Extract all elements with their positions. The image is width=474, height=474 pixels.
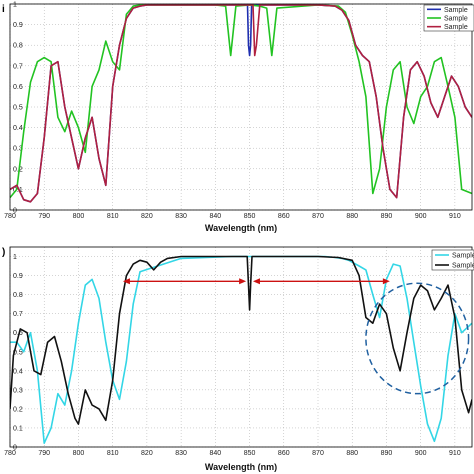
y-tick-label: 0.7: [13, 311, 23, 318]
x-tick-label: 860: [278, 213, 290, 220]
series-group: [10, 255, 472, 445]
x-tick-label: 910: [449, 450, 461, 457]
y-tick-label: 0.6: [13, 84, 23, 91]
x-tick-label: 840: [209, 213, 221, 220]
y-tick-label: 1: [13, 2, 17, 9]
legend-label: Sample: [444, 16, 468, 23]
x-tick-label: 850: [244, 450, 256, 457]
y-tick-label: 0.2: [13, 406, 23, 413]
axes-frame: [9, 3, 473, 211]
y-tick-label: 0.4: [13, 368, 23, 375]
legend-label: Sample: [444, 7, 468, 14]
y-tick-label: 0.9: [13, 22, 23, 29]
x-axis-label: Wavelength (nm): [205, 223, 277, 233]
x-tick-label: 900: [415, 213, 427, 220]
y-tick-label: 0.8: [13, 292, 23, 299]
axes-frame: [9, 246, 473, 448]
x-tick-label: 820: [141, 213, 153, 220]
y-tick-label: 0.1: [13, 425, 23, 432]
x-tick-label: 870: [312, 450, 324, 457]
x-tick-label: 880: [346, 450, 358, 457]
y-tick-label: 0.6: [13, 330, 23, 337]
series-group: [10, 4, 472, 203]
x-tick-label: 790: [38, 450, 50, 457]
x-tick-label: 830: [175, 450, 187, 457]
series-line-3: [10, 4, 472, 203]
x-tick-label: 780: [4, 450, 16, 457]
legend-label: Sample: [452, 253, 474, 260]
top-panel: 780 790 800 810 820 830 840 850 860 870 880 890 900 9…: [4, 2, 474, 233]
y-tick-label: 0: [13, 208, 17, 215]
x-tick-label: 880: [346, 213, 358, 220]
y-tick-label: 0.3: [13, 146, 23, 153]
x-tick-label: 800: [73, 450, 85, 457]
panel-b-label: ): [2, 247, 5, 258]
y-tick-label: 0.9: [13, 273, 23, 280]
y-tick-label: 0.2: [13, 166, 23, 173]
bottom-panel: 780 790 800 810 820 830 840 850 860 870 880 890 900 9…: [4, 246, 474, 472]
legend: Sample Sample: [431, 249, 474, 271]
x-tick-label: 910: [449, 213, 461, 220]
x-tick-label: 860: [278, 450, 290, 457]
x-axis-label: Wavelength (nm): [205, 462, 277, 472]
y-tick-label: 0.8: [13, 43, 23, 50]
x-tick-label: 790: [38, 213, 50, 220]
x-tick-label: 890: [381, 450, 393, 457]
x-tick-label: 850: [244, 213, 256, 220]
arrow-head-left: [252, 278, 260, 285]
x-tick-label: 780: [4, 213, 16, 220]
arrow-head-right: [382, 278, 390, 285]
x-tick-label: 900: [415, 450, 427, 457]
x-tick-label: 830: [175, 213, 187, 220]
y-tick-label: 0.5: [13, 349, 23, 356]
x-tick-label: 810: [107, 213, 119, 220]
highlight-ellipse: [365, 282, 470, 395]
y-tick-label: 0: [13, 445, 17, 452]
x-tick-label: 800: [73, 213, 85, 220]
x-tick-label: 840: [209, 450, 221, 457]
y-tick-label: 0.5: [13, 105, 23, 112]
series-line-2: [10, 255, 472, 425]
panel-a-label: i: [2, 4, 5, 15]
legend-label: Sample: [452, 263, 474, 270]
arrow-head-left: [122, 278, 130, 285]
y-tick-label: 0.4: [13, 125, 23, 132]
y-tick-label: 1: [13, 254, 17, 261]
y-tick-label: 0.7: [13, 63, 23, 70]
x-tick-label: 810: [107, 450, 119, 457]
x-tick-label: 890: [381, 213, 393, 220]
arrow-head-right: [239, 278, 247, 285]
y-tick-label: 0.3: [13, 387, 23, 394]
legend-label: Sample: [444, 24, 468, 31]
x-tick-label: 820: [141, 450, 153, 457]
x-tick-label: 870: [312, 213, 324, 220]
y-tick-label: 0.1: [13, 187, 23, 194]
